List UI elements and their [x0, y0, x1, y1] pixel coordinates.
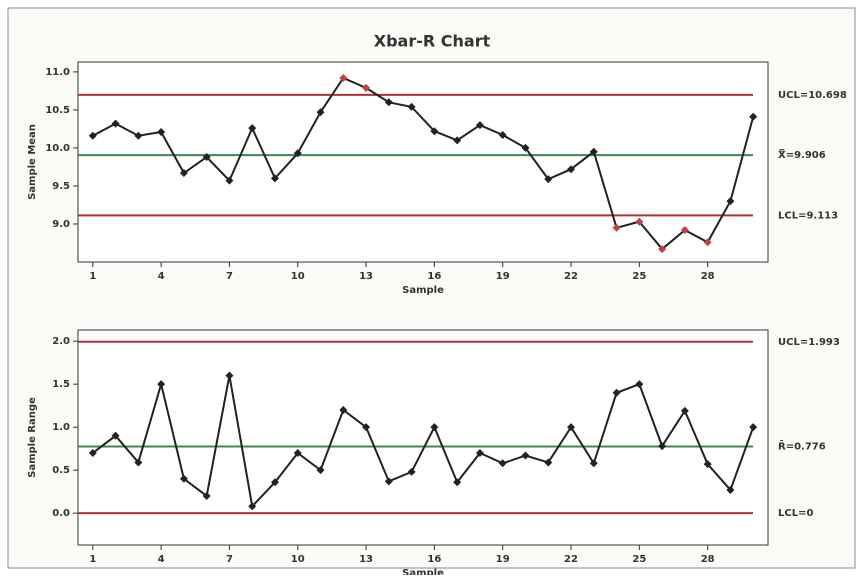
x-tick-label: 7: [226, 554, 233, 565]
x-tick-label: 10: [291, 554, 305, 565]
y-tick-label: 9.0: [52, 219, 70, 230]
x-tick-label: 25: [632, 271, 646, 282]
y-axis-label: Sample Range: [27, 397, 38, 478]
x-tick-label: 13: [359, 554, 373, 565]
control-limit-label: LCL=0: [778, 508, 813, 519]
x-tick-label: 22: [564, 271, 578, 282]
x-tick-label: 1: [89, 554, 96, 565]
control-limit-label: LCL=9.113: [778, 210, 838, 221]
x-tick-label: 22: [564, 554, 578, 565]
x-tick-label: 16: [427, 554, 441, 565]
x-axis-label: Sample: [402, 285, 444, 296]
y-tick-label: 2.0: [52, 336, 70, 347]
x-tick-label: 13: [359, 271, 373, 282]
control-chart-figure: Xbar-R Chart 9.09.510.010.511.0147101316…: [0, 0, 863, 575]
x-tick-label: 4: [158, 271, 165, 282]
control-limit-label: UCL=1.993: [778, 337, 840, 348]
x-tick-label: 1: [89, 271, 96, 282]
y-tick-label: 0.0: [52, 508, 70, 519]
x-tick-label: 10: [291, 271, 305, 282]
y-tick-label: 10.5: [45, 105, 70, 116]
figure-title: Xbar-R Chart: [374, 32, 491, 51]
control-limit-label: UCL=10.698: [778, 90, 847, 101]
y-tick-label: 11.0: [45, 67, 70, 78]
x-tick-label: 28: [701, 554, 715, 565]
plot-area: [78, 62, 768, 262]
control-limit-label: X̿=9.906: [778, 148, 826, 161]
x-tick-label: 19: [496, 554, 510, 565]
x-tick-label: 28: [701, 271, 715, 282]
y-tick-label: 0.5: [52, 465, 70, 476]
x-tick-label: 16: [427, 271, 441, 282]
x-axis-label: Sample: [402, 568, 444, 575]
control-limit-label: R̄=0.776: [778, 440, 826, 453]
x-tick-label: 7: [226, 271, 233, 282]
y-tick-label: 10.0: [45, 143, 70, 154]
y-tick-label: 9.5: [52, 181, 70, 192]
x-tick-label: 4: [158, 554, 165, 565]
y-tick-label: 1.0: [52, 422, 70, 433]
x-tick-label: 25: [632, 554, 646, 565]
y-tick-label: 1.5: [52, 379, 70, 390]
x-tick-label: 19: [496, 271, 510, 282]
y-axis-label: Sample Mean: [27, 124, 38, 200]
